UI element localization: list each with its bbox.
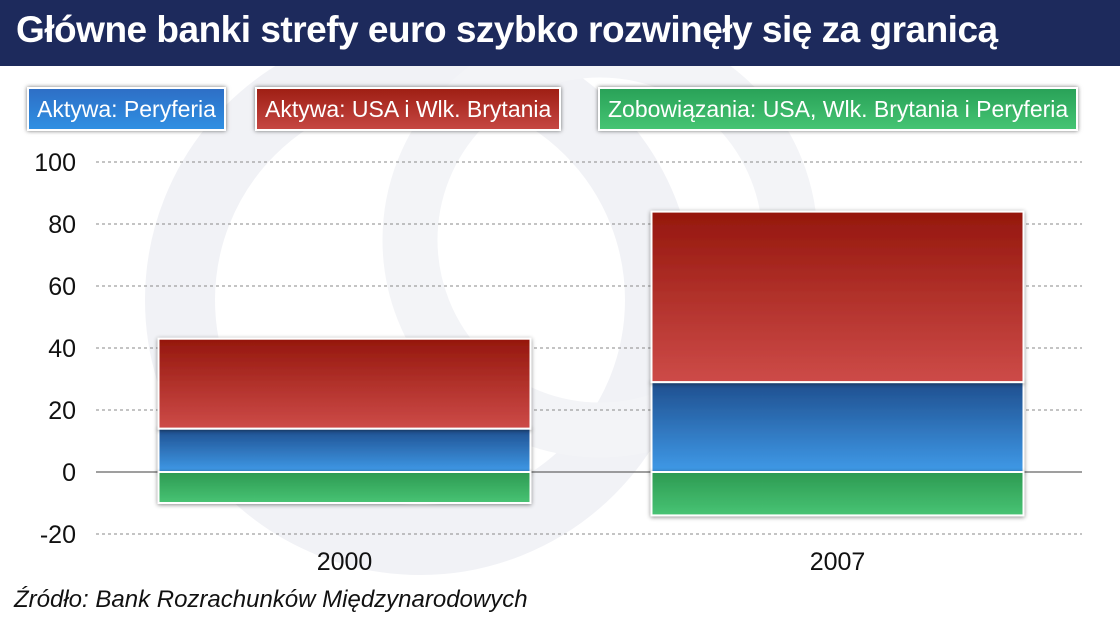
y-tick-label: 40 [48,335,76,363]
y-tick-label: 60 [48,273,76,301]
y-tick-label: 20 [48,397,76,425]
bar-segment-assets-periphery [650,381,1025,474]
y-tick-label: 0 [62,459,76,487]
y-tick-label: 100 [34,149,76,177]
title-bar: Główne banki strefy euro szybko rozwinęł… [0,0,1120,66]
bar-segment-assets-usa-uk [650,210,1025,384]
bar-segment-assets-usa-uk [157,337,532,430]
x-tick-label: 2007 [810,548,866,576]
x-axis-ticks: 2000 2007 [317,548,866,576]
legend-item-assets-periphery: Aktywa: Peryferia [27,87,226,131]
y-tick-label: -20 [40,521,76,549]
bar-segment-assets-periphery [157,427,532,474]
chart-title: Główne banki strefy euro szybko rozwinęł… [16,9,998,50]
y-axis-ticks: -20 0 20 40 60 80 100 [34,149,76,549]
legend-item-liabilities: Zobowiązania: USA, Wlk. Brytania i Peryf… [598,87,1079,131]
source-note: Źródło: Bank Rozrachunków Międzynarodowy… [14,586,528,613]
bars [157,210,1025,517]
legend-item-assets-usa-uk: Aktywa: USA i Wlk. Brytania [255,87,562,131]
bar-segment-liabilities [650,471,1025,517]
x-tick-label: 2000 [317,548,373,576]
bar-segment-liabilities [157,471,532,504]
y-tick-label: 80 [48,211,76,239]
